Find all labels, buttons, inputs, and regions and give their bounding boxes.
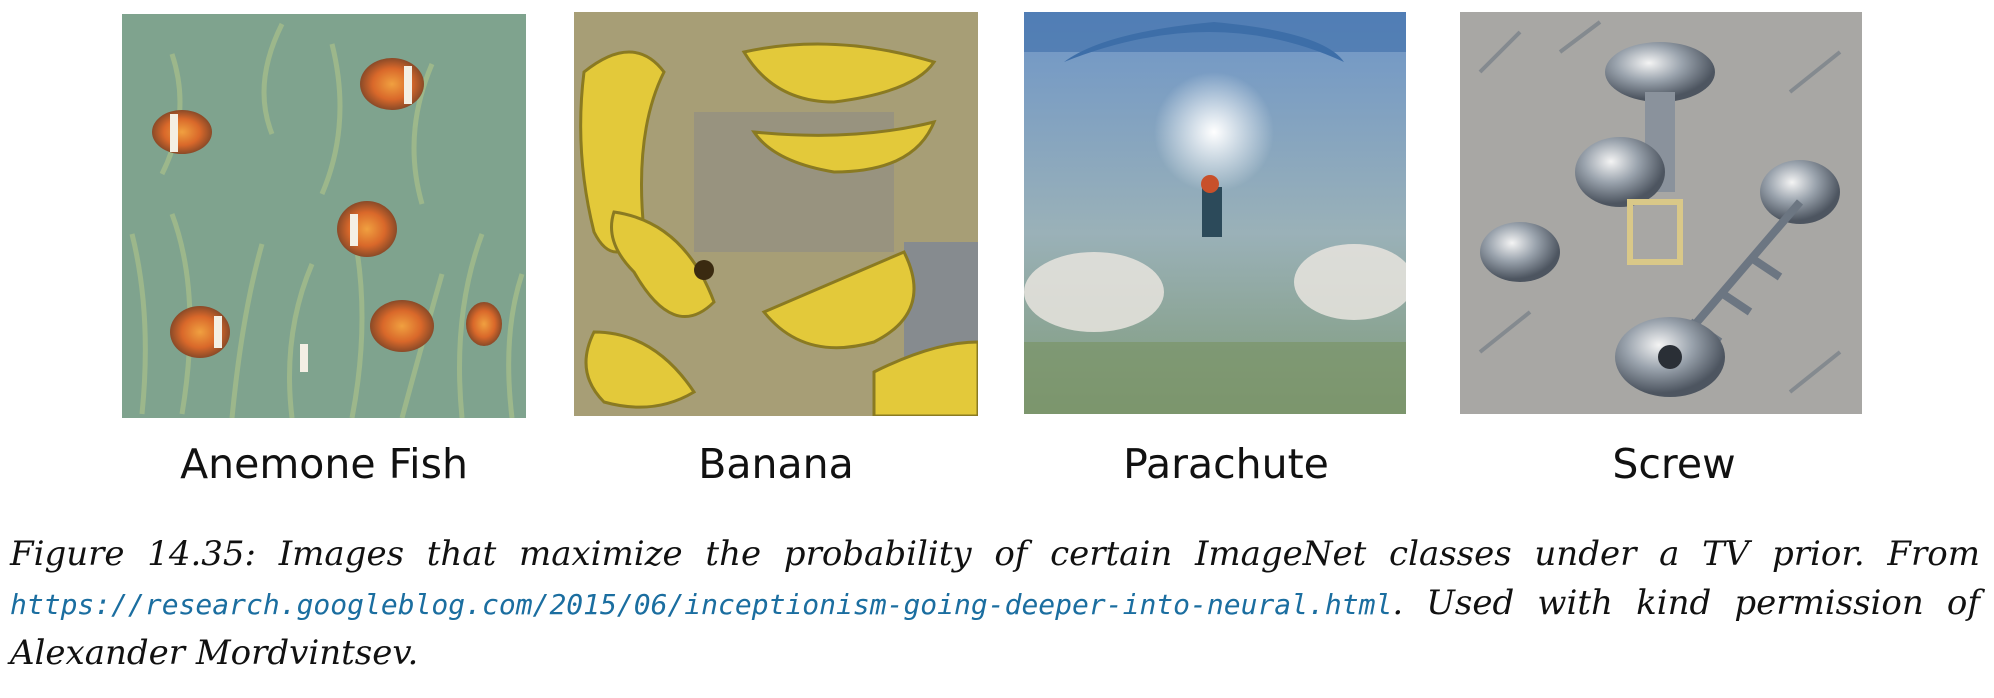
caption-prefix: Figure 14.35: Images that maximize the p…	[10, 534, 1980, 574]
parachute-image	[1024, 12, 1406, 414]
label-screw: Screw	[1612, 440, 1736, 488]
banana-image	[574, 12, 978, 416]
anemone-fish-image	[122, 14, 526, 418]
screw-image	[1460, 12, 1862, 414]
label-banana: Banana	[698, 440, 854, 488]
figure-caption: Figure 14.35: Images that maximize the p…	[10, 530, 1980, 678]
label-parachute: Parachute	[1123, 440, 1329, 488]
label-anemone-fish: Anemone Fish	[180, 440, 468, 488]
caption-url-link[interactable]: https://research.googleblog.com/2015/06/…	[10, 588, 1393, 621]
caption-suffix: . Used with kind permission of Alexander…	[10, 583, 1980, 673]
